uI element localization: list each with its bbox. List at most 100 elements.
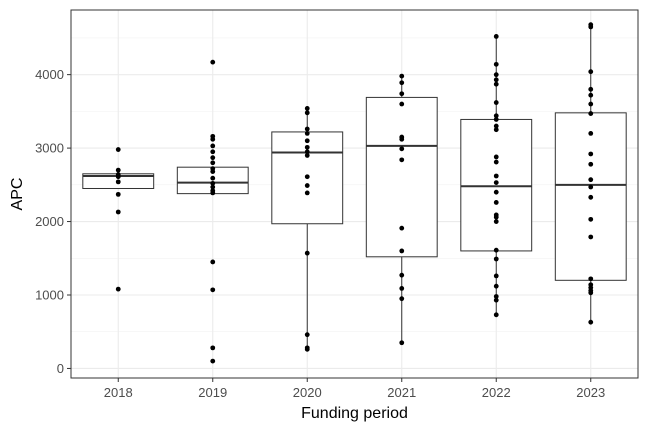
data-point [115, 179, 121, 185]
data-point [588, 194, 594, 200]
data-point [399, 157, 405, 163]
data-point [304, 144, 310, 150]
data-point [399, 272, 405, 278]
x-tick-label: 2023 [576, 385, 605, 400]
data-point [210, 287, 216, 293]
data-points [115, 22, 594, 364]
data-point [210, 259, 216, 265]
data-point [210, 358, 216, 364]
data-point [493, 200, 499, 205]
data-point [399, 225, 405, 231]
data-point [210, 345, 216, 351]
data-point [588, 290, 594, 296]
data-point [588, 184, 594, 190]
data-point [304, 138, 310, 144]
x-axis-title: Funding period [301, 405, 408, 422]
data-point [588, 101, 594, 107]
y-tick-label: 4000 [35, 67, 64, 82]
data-point [210, 143, 216, 149]
data-point [493, 34, 499, 39]
data-point [304, 346, 310, 352]
data-point [399, 248, 405, 254]
data-point [493, 283, 499, 289]
data-point [588, 24, 594, 30]
data-point [115, 174, 121, 180]
data-point [304, 190, 310, 196]
data-point [399, 80, 405, 86]
data-point [493, 247, 499, 253]
data-point [493, 312, 499, 318]
data-point [304, 332, 310, 338]
x-tick-label: 2022 [482, 385, 511, 400]
data-point [210, 169, 216, 174]
data-point [210, 155, 216, 161]
data-point [493, 81, 499, 87]
data-point [115, 286, 121, 292]
data-point [588, 276, 594, 282]
data-point [493, 273, 499, 279]
data-point [304, 131, 310, 136]
data-point [210, 190, 216, 196]
data-point [588, 161, 594, 167]
grid-lines [71, 10, 638, 378]
data-point [399, 101, 405, 107]
data-point [115, 147, 121, 152]
data-point [493, 256, 499, 262]
data-point [115, 209, 121, 215]
data-point [304, 153, 310, 158]
data-point [115, 191, 121, 197]
data-point [493, 214, 499, 220]
data-point [588, 151, 594, 157]
data-point [588, 131, 594, 136]
data-point [304, 250, 310, 256]
data-point [399, 285, 405, 291]
data-point [493, 154, 499, 160]
data-point [210, 136, 216, 142]
data-point [493, 123, 499, 129]
data-point [210, 175, 216, 181]
data-point [399, 146, 405, 152]
panel-border [70, 9, 639, 379]
iqr-box [460, 118, 533, 252]
data-point [493, 72, 499, 78]
data-point [304, 126, 310, 132]
data-point [493, 61, 499, 67]
data-point [493, 117, 499, 122]
y-tick-label: 3000 [35, 141, 64, 156]
data-point [588, 69, 594, 75]
data-point [493, 173, 499, 179]
data-point [493, 297, 499, 303]
data-point [493, 219, 499, 224]
data-point [588, 111, 594, 116]
data-point [493, 127, 499, 133]
panel-background [71, 10, 638, 378]
data-point [493, 180, 499, 186]
data-point [210, 59, 216, 65]
data-point [304, 149, 310, 155]
data-point [304, 110, 310, 116]
data-point [399, 91, 405, 97]
data-point [588, 92, 594, 98]
data-point [493, 113, 499, 119]
y-tick-label: 2000 [35, 214, 64, 229]
x-tick-label: 2019 [198, 385, 227, 400]
data-point [399, 73, 405, 79]
data-point [493, 100, 499, 105]
data-point [210, 149, 216, 155]
data-point [588, 319, 594, 325]
data-point [304, 174, 310, 180]
x-tick-label: 2021 [387, 385, 416, 400]
data-point [304, 183, 310, 188]
data-point [399, 296, 405, 302]
y-axis-title: APC [9, 178, 26, 211]
iqr-box [365, 96, 438, 258]
axes: 0 1000 2000 3000 4000 2018 2019 2020 2021 2022 202… [35, 67, 605, 400]
data-point [115, 167, 121, 173]
data-point [493, 189, 499, 195]
data-point [210, 184, 216, 190]
data-point [588, 216, 594, 222]
box-2022 [460, 36, 533, 315]
data-point [399, 340, 405, 346]
y-tick-label: 0 [57, 361, 64, 376]
